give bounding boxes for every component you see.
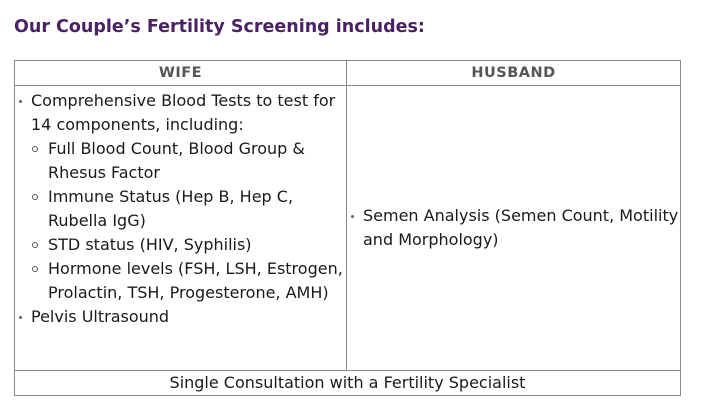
- blood-test-components-list: Full Blood Count, Blood Group & Rhesus F…: [31, 137, 346, 305]
- page-title: Our Couple’s Fertility Screening include…: [14, 17, 425, 37]
- footer-row: Single Consultation with a Fertility Spe…: [14, 370, 681, 396]
- list-item: Semen Analysis (Semen Count, Motility an…: [347, 204, 680, 252]
- list-item: Pelvis Ultrasound: [15, 305, 346, 329]
- husband-tests-cell: Semen Analysis (Semen Count, Motility an…: [346, 85, 681, 371]
- list-item: Hormone levels (FSH, LSH, Estrogen, Prol…: [31, 257, 346, 305]
- tests-row: Comprehensive Blood Tests to test for 14…: [14, 85, 681, 371]
- screening-table: WIFE HUSBAND Comprehensive Blood Tests t…: [14, 60, 681, 396]
- list-item: STD status (HIV, Syphilis): [31, 233, 346, 257]
- pelvis-ultrasound-label: Pelvis Ultrasound: [31, 307, 170, 326]
- blood-tests-label: Comprehensive Blood Tests to test for 14…: [31, 91, 336, 134]
- header-row: WIFE HUSBAND: [14, 60, 681, 86]
- list-item: Comprehensive Blood Tests to test for 14…: [15, 89, 346, 305]
- wife-test-list: Comprehensive Blood Tests to test for 14…: [15, 89, 346, 329]
- list-item: Full Blood Count, Blood Group & Rhesus F…: [31, 137, 346, 185]
- wife-column-header: WIFE: [14, 60, 347, 86]
- husband-test-list: Semen Analysis (Semen Count, Motility an…: [347, 204, 680, 252]
- consultation-footer: Single Consultation with a Fertility Spe…: [14, 370, 681, 396]
- husband-column-header: HUSBAND: [346, 60, 681, 86]
- wife-tests-cell: Comprehensive Blood Tests to test for 14…: [14, 85, 347, 371]
- list-item: Immune Status (Hep B, Hep C, Rubella IgG…: [31, 185, 346, 233]
